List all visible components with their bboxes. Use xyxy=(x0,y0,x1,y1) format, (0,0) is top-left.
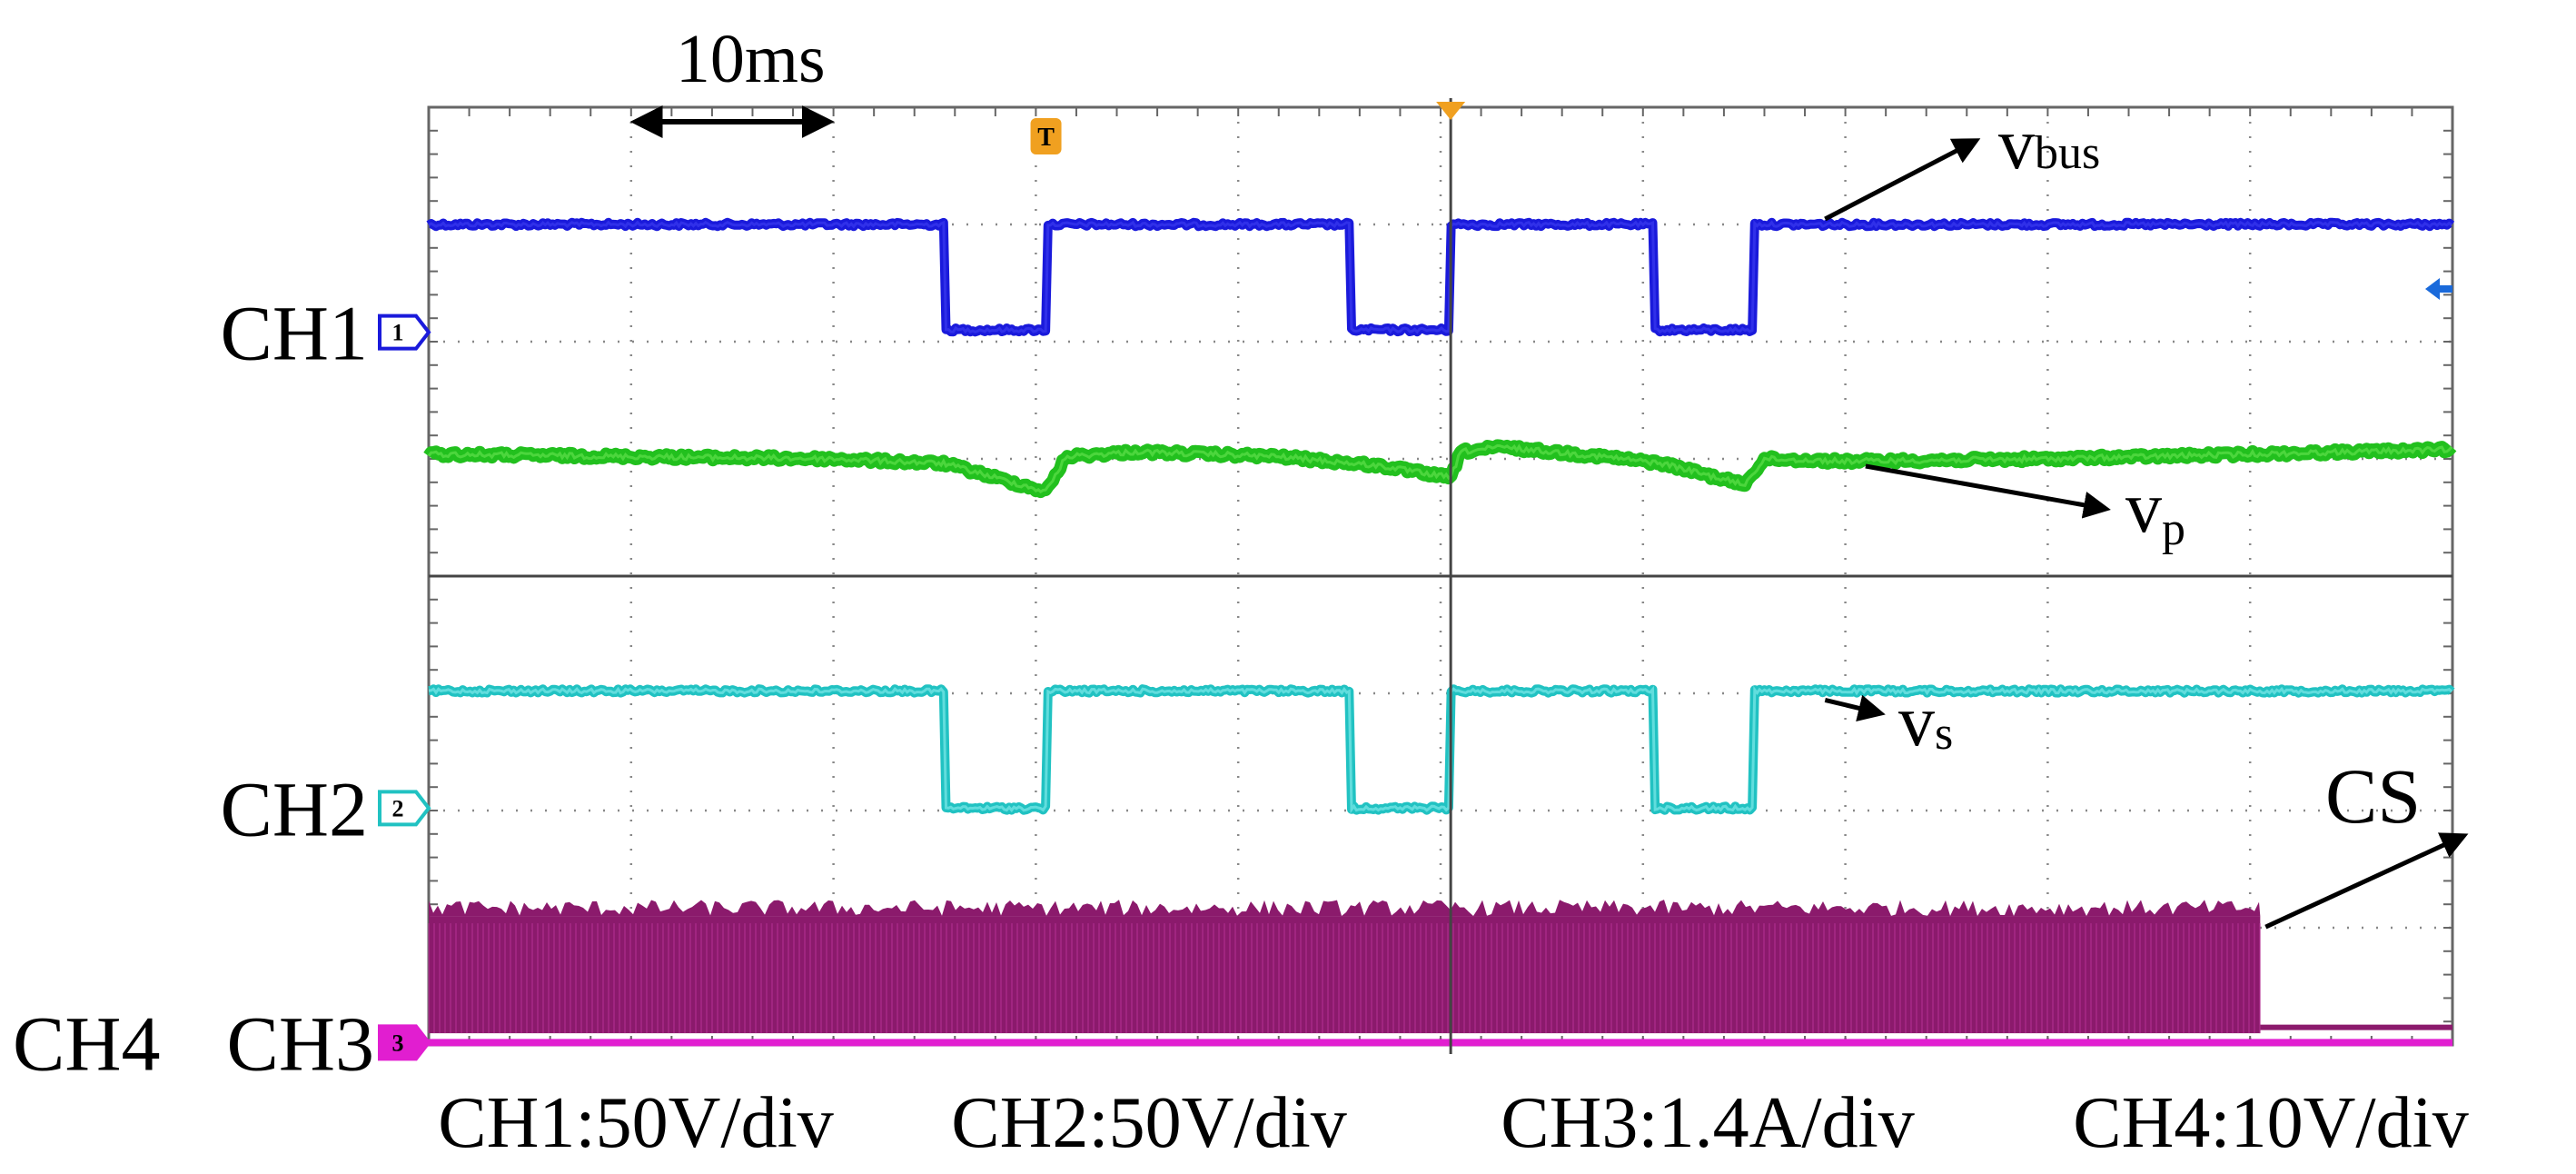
vbus-annotation: vbus xyxy=(1824,104,2100,222)
ch4-scale: CH4:10V/div xyxy=(2073,1083,2469,1163)
vp-trace-highlight xyxy=(427,443,2453,493)
vbus-arrow xyxy=(1824,138,1981,222)
vbus-sub: bus xyxy=(2035,127,2100,179)
time-scale: 10ms xyxy=(629,21,835,138)
trigger-badge xyxy=(1030,118,1062,154)
ch1-scale: CH1:50V/div xyxy=(438,1083,834,1163)
cs-arrow xyxy=(2264,832,2469,930)
channel-scales: CH1:50V/div CH2:50V/div CH3:1.4A/div CH4… xyxy=(438,1083,2469,1163)
vbus-trace-highlight xyxy=(428,219,2453,334)
ch1-ground-marker: 1 xyxy=(378,313,431,351)
ch3-scale: CH3:1.4A/div xyxy=(1501,1083,1915,1163)
right-ref-arrow-icon xyxy=(2425,277,2452,300)
vp-main: v xyxy=(2125,468,2162,548)
top-trigger-icon xyxy=(1436,102,1466,120)
cursor-lines xyxy=(429,98,2452,1054)
ch4-label: CH4 xyxy=(13,1000,160,1087)
cs-annotation: CS xyxy=(2264,752,2469,930)
vs-arrow xyxy=(1824,694,1886,721)
vs-annotation: vs xyxy=(1824,682,1953,761)
vp-arrow xyxy=(1865,463,2111,519)
trigger-marker: T xyxy=(1030,102,2452,300)
ch3-ground-marker: 3 xyxy=(378,1024,431,1061)
waveforms xyxy=(423,217,2457,1047)
vs-trace-highlight xyxy=(428,685,2453,814)
vs-main: v xyxy=(1898,682,1935,761)
ch1-label: CH1 xyxy=(221,290,368,377)
cs-pwm-noise xyxy=(429,900,2261,917)
trigger-letter: T xyxy=(1037,124,1055,152)
vbus-text: vbus xyxy=(1998,104,2100,184)
ch3-marker-number: 3 xyxy=(392,1030,404,1056)
vp-text: vp xyxy=(2125,468,2185,555)
vbus-main: v xyxy=(1998,104,2035,184)
annotations: vbus vp vs CS xyxy=(1824,104,2469,930)
cs-text: CS xyxy=(2325,752,2421,840)
channel-labels: CH1 CH2 CH3 CH4 1 2 3 xyxy=(13,290,431,1087)
time-scale-label: 10ms xyxy=(676,21,826,97)
ch2-scale: CH2:50V/div xyxy=(951,1083,1347,1163)
ch3-label: CH3 xyxy=(227,1000,374,1087)
vp-sub: p xyxy=(2162,503,2185,555)
vs-sub: s xyxy=(1935,708,1953,760)
ch2-marker-number: 2 xyxy=(392,795,404,821)
ch1-marker-number: 1 xyxy=(392,320,404,346)
vp-annotation: vp xyxy=(1865,463,2185,555)
ch2-label: CH2 xyxy=(221,765,368,852)
ch2-ground-marker: 2 xyxy=(378,790,431,827)
vs-text: vs xyxy=(1898,682,1953,761)
